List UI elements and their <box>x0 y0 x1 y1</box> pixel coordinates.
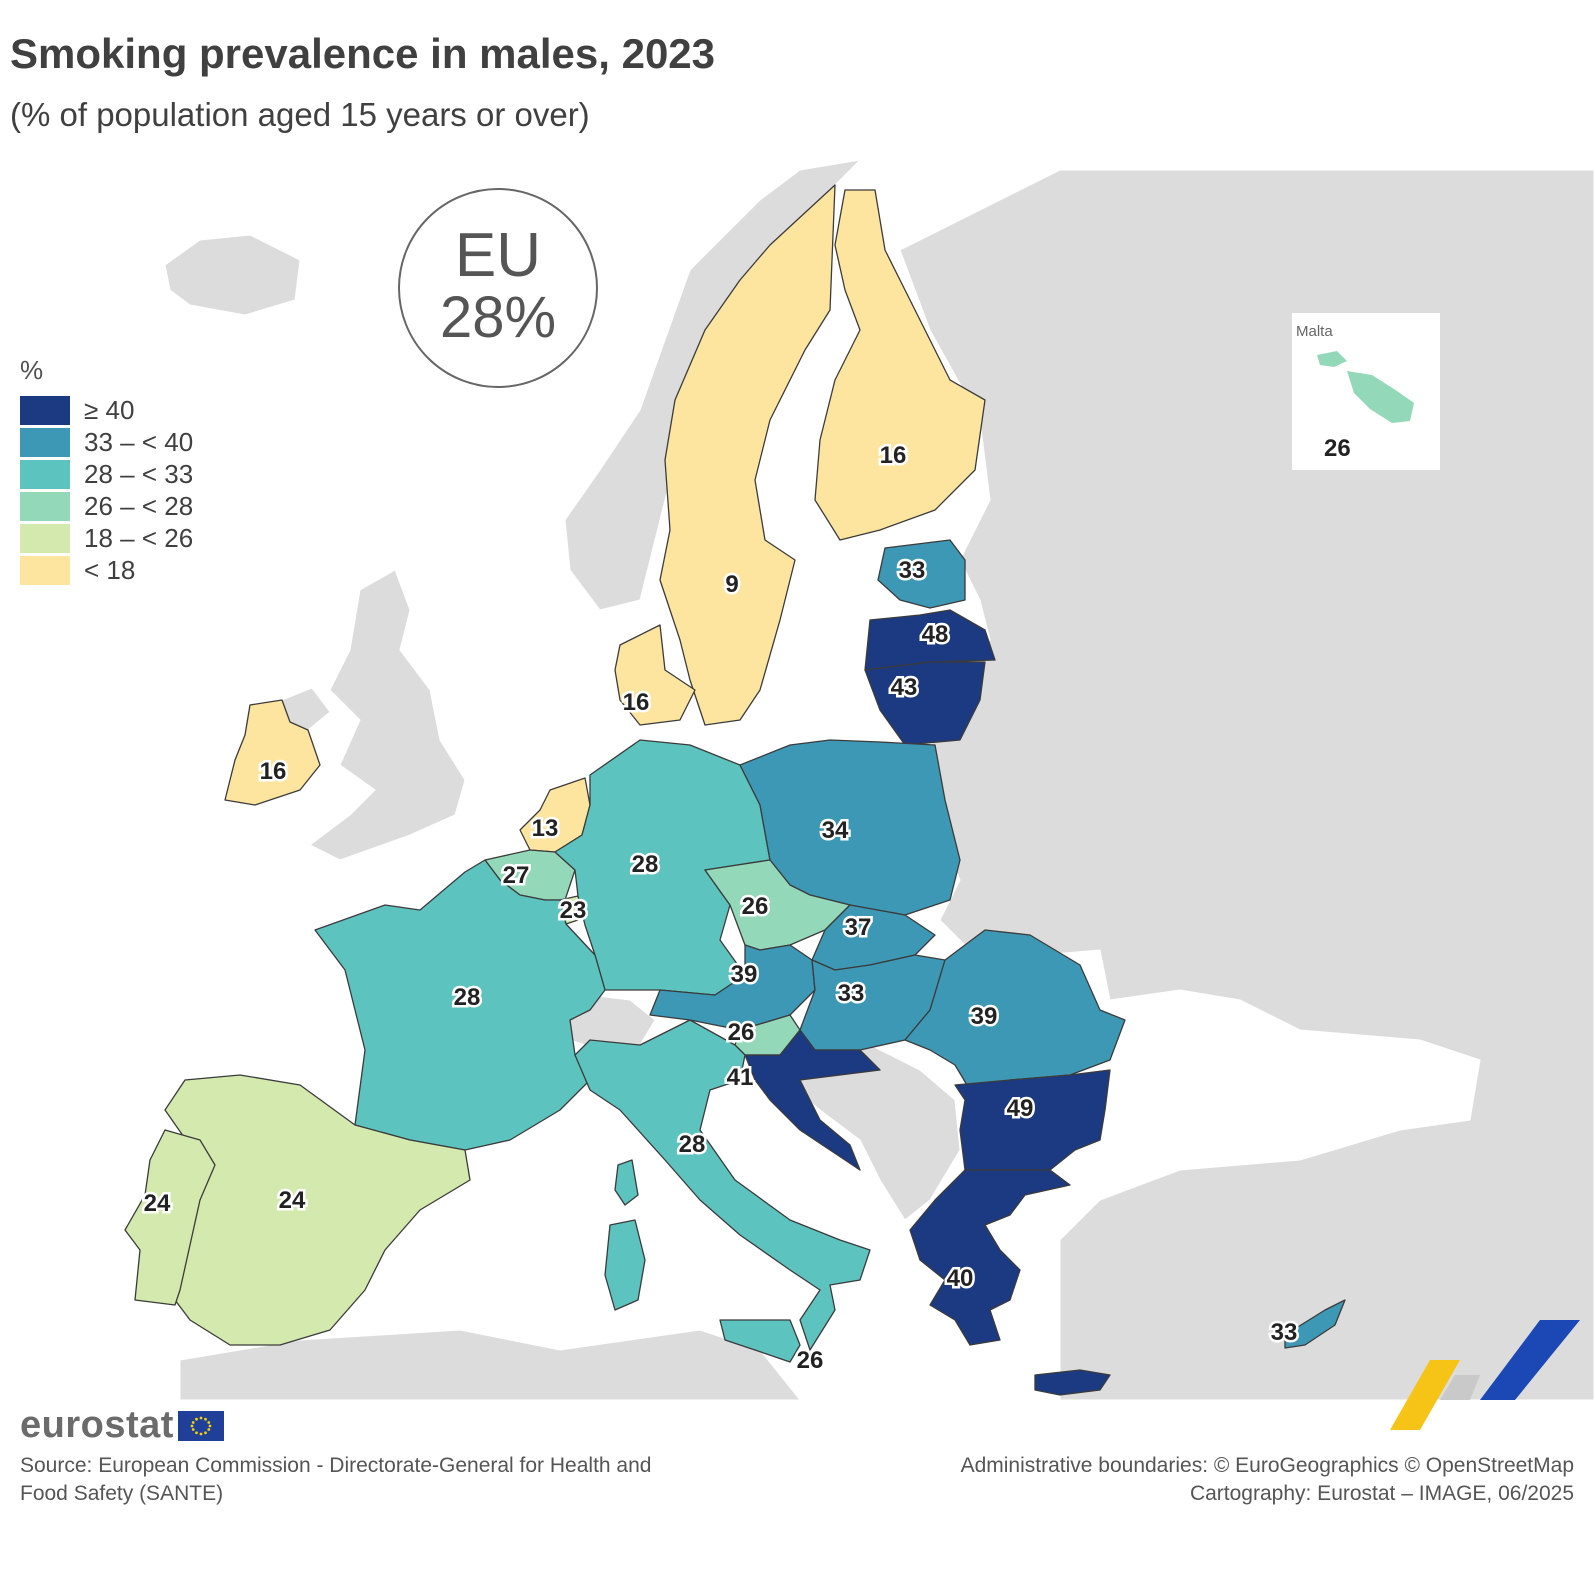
legend-row: 28 – < 33 <box>20 458 193 490</box>
value-label-finland: 16 <box>880 442 907 469</box>
value-label-slovakia: 37 <box>845 914 872 941</box>
country-romania <box>904 929 1126 1091</box>
boundaries-credit: Administrative boundaries: © EuroGeograp… <box>960 1454 1574 1477</box>
map-title: Smoking prevalence in males, 2023 <box>10 30 716 77</box>
yellow-stripe <box>1390 1360 1460 1430</box>
value-label-france: 28 <box>454 984 481 1011</box>
country-italy-sicily <box>719 1319 801 1363</box>
country-greece-crete <box>1034 1369 1111 1396</box>
eu-badge-value: 28% <box>439 285 557 350</box>
legend-label: 33 – < 40 <box>84 426 194 457</box>
value-label-latvia: 48 <box>922 621 949 648</box>
legend-row: 33 – < 40 <box>20 426 193 458</box>
country-sweden <box>659 184 836 726</box>
malta-main-shape <box>1347 371 1414 423</box>
eurostat-wordmark: eurostat <box>20 1404 174 1446</box>
country-greece <box>909 1169 1071 1346</box>
value-label-germany: 28 <box>632 851 659 878</box>
legend-swatch <box>20 395 70 425</box>
value-label-lithuania: 43 <box>891 674 918 701</box>
malta-inset-name: Malta <box>1296 323 1333 340</box>
map-subtitle: (% of population aged 15 years or over) <box>10 96 590 133</box>
eu-average-badge: EU 28% <box>398 188 598 388</box>
source-note: Source: European Commission - Directorat… <box>20 1454 652 1505</box>
legend-swatch <box>20 491 70 521</box>
legend-label: 28 – < 33 <box>84 458 194 489</box>
value-label-cyprus: 33 <box>1271 1319 1298 1346</box>
malta-inset: Malta 26 <box>1292 313 1440 470</box>
value-label-luxembourg: 23 <box>560 897 587 924</box>
value-label-netherlands: 13 <box>532 815 559 842</box>
malta-shape <box>1317 351 1347 367</box>
value-label-slovenia: 26 <box>728 1019 755 1046</box>
value-label-belgium: 27 <box>503 862 530 889</box>
eurostat-logo: eurostat <box>20 1404 224 1447</box>
legend-swatch <box>20 427 70 457</box>
legend-label: 18 – < 26 <box>84 522 194 553</box>
value-label-greece: 40 <box>947 1265 974 1292</box>
credits: Administrative boundaries: © EuroGeograp… <box>961 1452 1574 1508</box>
malta-shape-svg <box>1317 351 1414 423</box>
legend-label: 26 – < 28 <box>84 490 194 521</box>
value-label-croatia: 41 <box>727 1064 754 1091</box>
value-label-denmark: 16 <box>623 689 650 716</box>
country-lithuania <box>864 661 986 746</box>
iceland-shape <box>164 234 301 316</box>
value-label-austria: 39 <box>731 961 758 988</box>
country-finland <box>814 189 986 541</box>
legend-swatch <box>20 523 70 553</box>
eu-countries <box>124 184 1346 1396</box>
legend-label: ≥ 40 <box>84 394 135 425</box>
value-label-poland: 34 <box>822 817 849 844</box>
malta-inset-value: 26 <box>1324 435 1351 462</box>
country-bulgaria <box>954 1069 1111 1171</box>
eu-flag-icon <box>177 1410 224 1441</box>
country-portugal <box>124 1129 216 1306</box>
country-croatia <box>744 1029 881 1171</box>
value-label-hungary: 33 <box>838 980 865 1007</box>
uk-shape <box>309 569 466 861</box>
country-estonia <box>877 539 966 609</box>
legend-row: 26 – < 28 <box>20 490 193 522</box>
balkans-shape <box>779 1044 961 1221</box>
value-label-romania: 39 <box>971 1003 998 1030</box>
legend-swatch <box>20 555 70 585</box>
decorative-stripes <box>1390 1320 1580 1430</box>
legend-swatch <box>20 459 70 489</box>
value-label-estonia: 33 <box>899 557 926 584</box>
value-label-italy: 28 <box>679 1131 706 1158</box>
legend: % ≥ 40 33 – < 40 28 – < 33 26 – < 28 18 … <box>20 355 193 586</box>
cartography-credit: Cartography: Eurostat – IMAGE, 06/2025 <box>1189 1482 1574 1505</box>
country-ireland <box>224 699 321 806</box>
value-label-malta: 26 <box>797 1347 824 1374</box>
value-label-bulgaria: 49 <box>1007 1095 1034 1122</box>
non-eu-land <box>164 159 1594 1400</box>
value-label-ireland: 16 <box>260 758 287 785</box>
legend-row: ≥ 40 <box>20 394 193 426</box>
value-label-sweden: 9 <box>725 571 738 598</box>
blue-stripe <box>1480 1320 1580 1400</box>
country-italy <box>574 1019 871 1351</box>
legend-unit: % <box>20 355 44 385</box>
country-france-corsica <box>614 1159 639 1206</box>
legend-row: < 18 <box>20 554 193 586</box>
value-label-spain: 24 <box>279 1187 306 1214</box>
north-africa-shape <box>179 1329 801 1400</box>
grey-stripe <box>1440 1375 1480 1400</box>
country-denmark <box>614 624 696 726</box>
country-cyprus <box>1284 1299 1346 1349</box>
legend-row: 18 – < 26 <box>20 522 193 554</box>
legend-label: < 18 <box>84 554 136 585</box>
country-italy-sardinia <box>604 1219 646 1311</box>
eu-badge-label: EU <box>454 221 542 290</box>
value-label-portugal: 24 <box>144 1190 171 1217</box>
value-label-czechia: 26 <box>742 893 769 920</box>
